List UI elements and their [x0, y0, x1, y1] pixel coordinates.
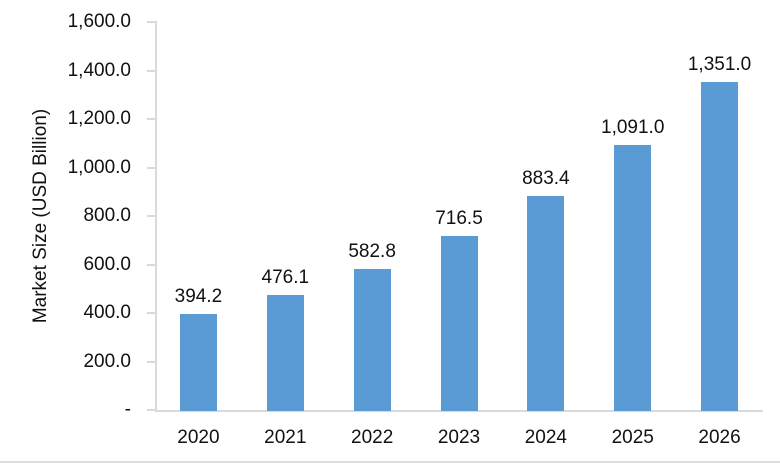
bar-value-label: 394.2	[174, 286, 223, 308]
y-tick-mark	[147, 118, 155, 120]
y-tick-label: 200.0	[83, 350, 131, 372]
y-tick-label: 400.0	[83, 302, 131, 323]
y-axis-line	[155, 21, 157, 411]
x-tick-label: 2022	[351, 427, 394, 448]
bar	[440, 236, 478, 411]
y-tick-mark	[147, 215, 155, 217]
bar-value-label: 716.5	[435, 208, 483, 230]
y-tick-label: 1,400.0	[67, 59, 131, 81]
bar	[266, 294, 304, 411]
bar	[179, 314, 217, 411]
image-bottom-border	[0, 461, 780, 463]
bar	[353, 268, 391, 411]
y-tick-label: 1,200.0	[67, 108, 131, 129]
y-tick-mark	[147, 166, 155, 169]
bar	[701, 82, 739, 411]
y-tick-mark	[147, 21, 155, 23]
x-tick-label: 2023	[437, 427, 481, 448]
bar	[527, 195, 565, 411]
x-axis-line	[155, 410, 763, 412]
bar-value-label: 1,351.0	[687, 54, 752, 76]
bar	[614, 145, 652, 411]
y-tick-mark	[147, 360, 155, 363]
bar-value-label: 582.8	[348, 240, 396, 262]
y-tick-label: 1,600.0	[67, 11, 131, 32]
y-tick-mark	[147, 312, 155, 314]
y-tick-label: 600.0	[83, 253, 131, 275]
y-tick-label: 800.0	[83, 205, 131, 226]
y-tick-mark	[147, 263, 155, 266]
x-tick-label: 2026	[698, 427, 741, 448]
x-tick-label: 2025	[611, 427, 654, 448]
bar-value-label: 1,091.0	[601, 117, 665, 139]
y-tick-mark	[147, 409, 155, 411]
y-tick-mark	[147, 69, 155, 72]
bar-value-label: 476.1	[261, 266, 310, 288]
bar-value-label: 883.4	[522, 167, 570, 189]
x-tick-label: 2024	[524, 427, 567, 448]
x-tick-label: 2020	[177, 427, 220, 448]
y-tick-label: 1,000.0	[67, 156, 131, 178]
y-tick-label: -	[124, 399, 131, 420]
x-tick-label: 2021	[264, 427, 307, 448]
